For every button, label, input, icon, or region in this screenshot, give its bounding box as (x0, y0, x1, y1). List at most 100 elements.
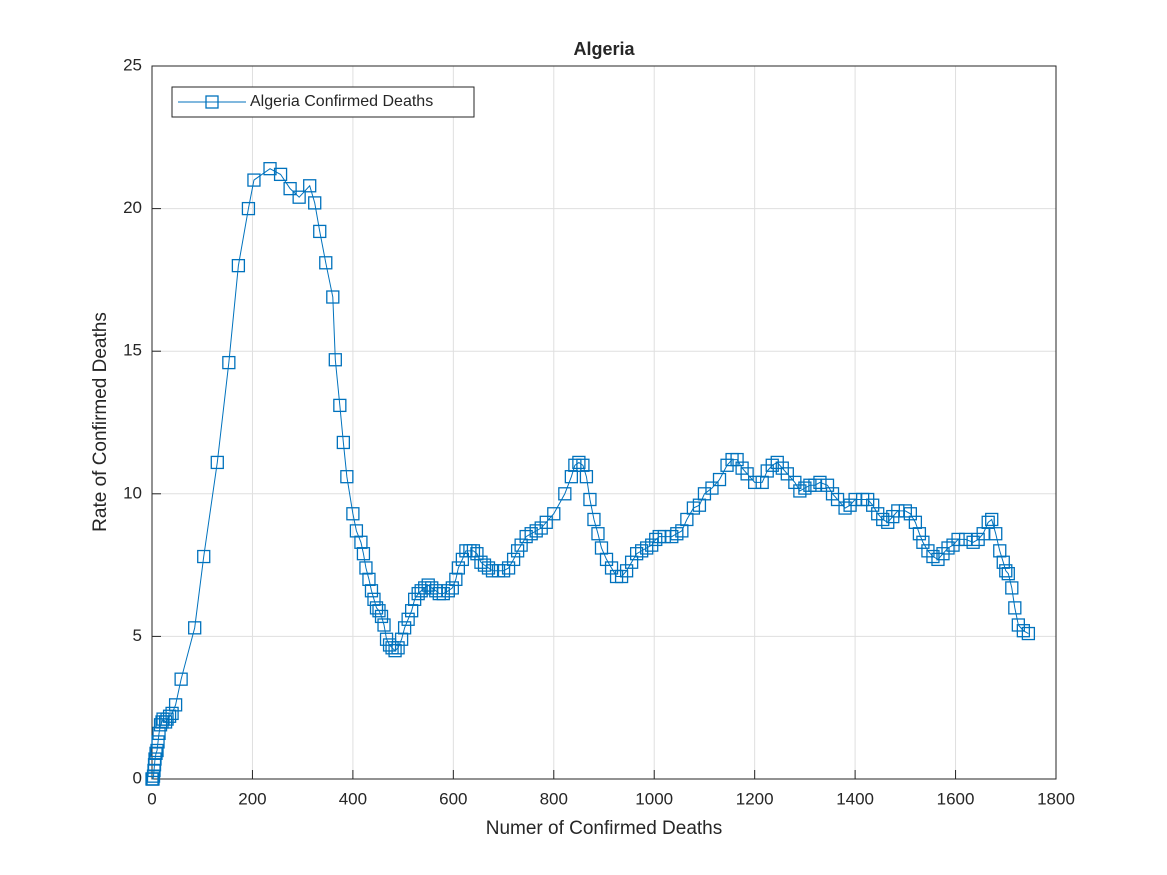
x-tick-label: 400 (339, 789, 367, 808)
data-point (506, 552, 521, 567)
data-point (912, 527, 927, 541)
data-point (273, 167, 288, 182)
data-point (951, 532, 965, 547)
data-point (798, 481, 812, 495)
data-point (188, 621, 202, 635)
data-point (1008, 601, 1022, 615)
data-point (579, 470, 594, 484)
data-point (591, 527, 605, 541)
y-tick-label: 10 (123, 483, 142, 502)
data-point (165, 706, 179, 721)
x-tick-label: 200 (238, 789, 266, 808)
data-point (866, 498, 880, 512)
data-point (916, 535, 930, 549)
data-point (397, 621, 412, 635)
y-tick-label: 20 (123, 198, 142, 217)
data-point (604, 561, 619, 575)
data-point (441, 584, 455, 598)
data-point (712, 472, 727, 487)
data-point (670, 527, 684, 541)
data-point (333, 398, 347, 413)
x-tick-label: 1600 (937, 789, 975, 808)
data-point (168, 698, 183, 712)
data-point (313, 224, 327, 239)
x-axis-label: Numer of Confirmed Deaths (486, 818, 723, 839)
data-point (876, 512, 890, 527)
data-point (231, 258, 246, 273)
data-point (445, 581, 459, 595)
data-point (401, 612, 415, 626)
data-point (374, 609, 389, 624)
y-tick-label: 5 (133, 626, 142, 645)
data-point (496, 564, 511, 578)
y-tick-label: 15 (123, 341, 142, 360)
data-point (981, 515, 995, 529)
data-point (418, 581, 432, 595)
data-point (989, 527, 1003, 541)
data-point (1001, 567, 1015, 581)
data-point (780, 467, 794, 481)
data-point (222, 355, 236, 370)
data-point (455, 552, 470, 567)
data-point (319, 256, 333, 270)
data-point (619, 564, 634, 578)
x-tick-label: 1800 (1037, 789, 1075, 808)
data-point (328, 353, 342, 367)
data-point (481, 561, 496, 575)
plot-frame (151, 65, 1057, 780)
data-point (999, 564, 1013, 578)
data-point (539, 515, 553, 529)
data-point (748, 475, 762, 490)
y-axis-label: Rate of Confirmed Deaths (90, 312, 111, 532)
y-tick-label: 25 (123, 55, 142, 74)
data-point (364, 584, 379, 598)
legend-marker (205, 95, 219, 109)
data-point (820, 478, 835, 492)
data-point (1021, 626, 1036, 641)
data-point (926, 549, 940, 564)
data-point (903, 507, 918, 521)
x-tick-label: 1200 (736, 789, 774, 808)
data-point (558, 487, 572, 501)
data-point (369, 601, 384, 615)
data-point (501, 561, 516, 575)
data-point (150, 743, 164, 758)
x-tick-label: 1000 (635, 789, 673, 808)
data-point (624, 555, 639, 569)
data-point (838, 501, 852, 515)
x-tick-label: 800 (540, 789, 568, 808)
data-point (649, 532, 663, 547)
data-point (241, 201, 256, 216)
data-point (572, 455, 586, 470)
data-point (985, 512, 999, 527)
data-point (292, 190, 306, 204)
data-point (941, 541, 955, 555)
data-point (547, 507, 561, 521)
data-point (326, 290, 340, 304)
chart-title: Algeria (573, 39, 635, 59)
data-point (730, 452, 744, 467)
data-point (514, 538, 528, 552)
data-point (247, 173, 261, 187)
data-point (303, 179, 317, 193)
data-point (568, 458, 582, 472)
data-point (197, 549, 211, 564)
y-tick-label: 0 (133, 768, 142, 787)
data-point (765, 458, 779, 472)
data-point (451, 561, 466, 575)
x-tick-label: 600 (439, 789, 467, 808)
data-point (599, 552, 614, 567)
x-tick-label: 0 (147, 789, 156, 808)
data-point (470, 547, 484, 561)
data-point (340, 470, 354, 484)
data-point (529, 524, 543, 538)
x-tick-label: 1400 (836, 789, 874, 808)
data-point (898, 504, 912, 518)
data-point (210, 455, 224, 470)
data-point (587, 512, 601, 527)
data-point (391, 641, 405, 655)
data-point (283, 181, 297, 196)
data-point (377, 618, 391, 632)
